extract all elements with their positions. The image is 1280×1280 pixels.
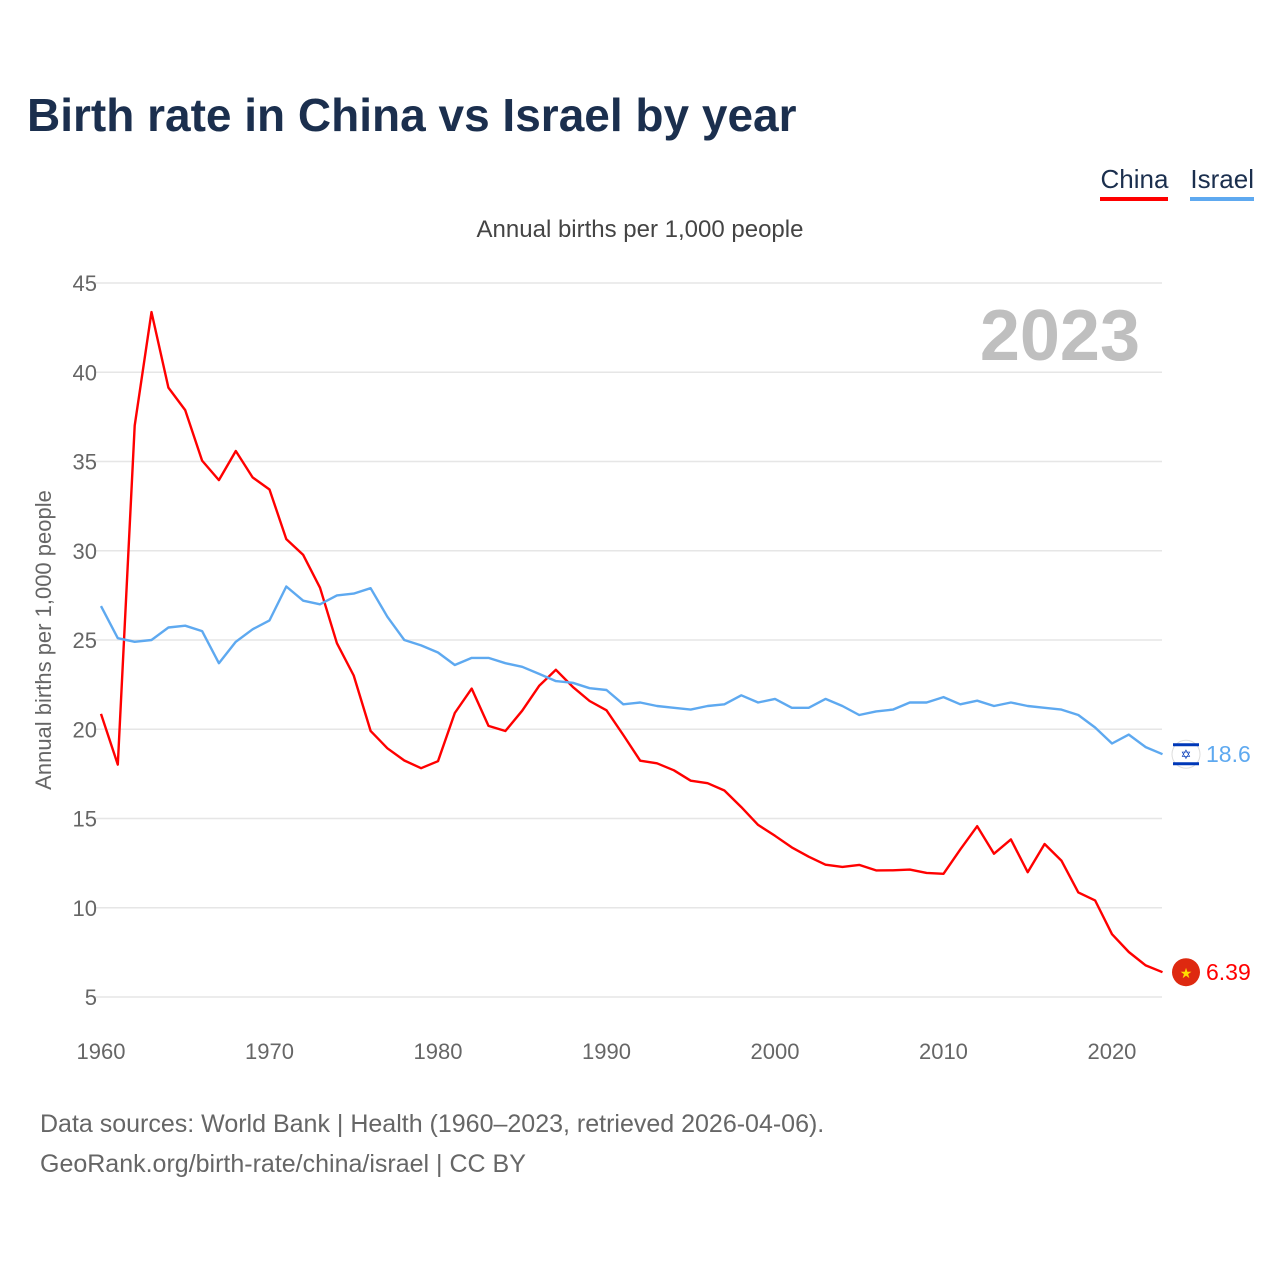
y-tick-label: 20 <box>73 717 97 742</box>
x-tick-label: 1980 <box>414 1039 463 1064</box>
y-tick-label: 30 <box>73 539 97 564</box>
china-flag-icon <box>1172 958 1200 987</box>
x-tick-label: 1960 <box>77 1039 126 1064</box>
footer: Data sources: World Bank | Health (1960–… <box>40 1104 824 1184</box>
y-tick-label: 45 <box>73 271 97 296</box>
end-value-label-china: 6.39 <box>1206 959 1251 985</box>
series-line-israel <box>99 585 1163 756</box>
y-axis-label: Annual births per 1,000 people <box>31 490 56 790</box>
legend: China Israel <box>1100 164 1254 201</box>
x-tick-label: 2020 <box>1087 1039 1136 1064</box>
end-value-label-israel: 18.6 <box>1206 741 1251 767</box>
israel-flag-stripe <box>1173 743 1199 747</box>
y-tick-label: 5 <box>85 985 97 1010</box>
page-title: Birth rate in China vs Israel by year <box>27 89 797 141</box>
x-tick-label: 2010 <box>919 1039 968 1064</box>
y-tick-label: 15 <box>73 807 97 832</box>
source-link[interactable]: GeoRank.org/birth-rate/china/israel | CC… <box>40 1150 526 1178</box>
source-note: Data sources: World Bank | Health (1960–… <box>40 1110 825 1138</box>
y-tick-label: 40 <box>73 360 97 385</box>
y-tick-label: 10 <box>73 896 97 921</box>
israel-flag-stripe <box>1173 762 1199 766</box>
china-flag-star: ★ <box>1180 965 1193 981</box>
israel-flag-icon <box>1171 739 1201 769</box>
israel-flag-star: ✡ <box>1181 747 1192 762</box>
legend-item-china[interactable]: China <box>1100 164 1169 201</box>
x-tick-label: 2000 <box>750 1039 799 1064</box>
chart-subtitle: Annual births per 1,000 people <box>476 216 804 243</box>
x-tick-label: 1970 <box>245 1039 294 1064</box>
y-tick-label: 25 <box>73 628 97 653</box>
year-watermark: 2023 <box>980 296 1140 376</box>
x-tick-label: 1990 <box>582 1039 631 1064</box>
y-tick-label: 35 <box>73 450 97 475</box>
series-line-china <box>99 310 1163 974</box>
legend-item-israel[interactable]: Israel <box>1190 164 1254 201</box>
